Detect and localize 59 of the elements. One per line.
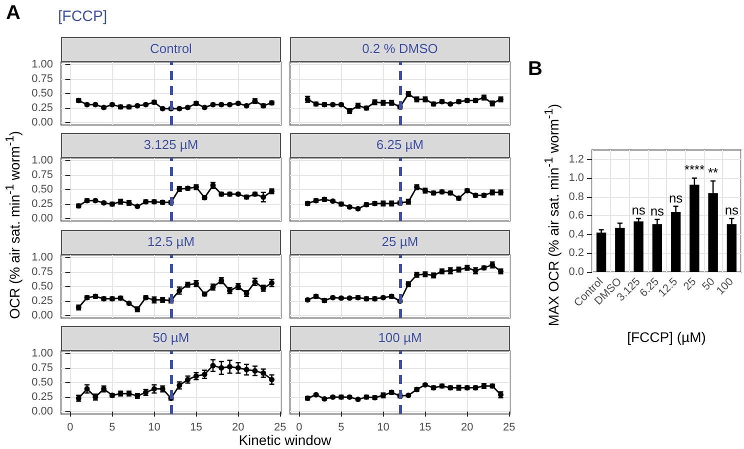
- x-tick-label: 15: [419, 422, 432, 434]
- y-tick-label: 0.0: [568, 266, 584, 278]
- x-axis-title: [FCCP] (µM): [627, 329, 706, 345]
- y-tick-label: 0.4: [568, 228, 584, 240]
- x-tick-label: 15: [190, 422, 202, 434]
- y-tick-label: 0.00: [32, 116, 53, 129]
- chart-title: 12.5 µM: [61, 230, 281, 255]
- annotation: ns: [650, 203, 665, 218]
- y-tick-label: 0.75: [32, 168, 53, 181]
- y-tick-label: 0.50: [32, 376, 53, 388]
- text: [FCCP]: [58, 8, 108, 25]
- x-tick-label: 5: [338, 422, 344, 434]
- annotation: ns: [724, 202, 740, 218]
- y-tick-label: 0.6: [568, 210, 584, 222]
- chart-title: 3.125 µM: [61, 133, 281, 158]
- x-axis-title: Kinetic window: [238, 432, 332, 448]
- x-tick-label: 20: [461, 422, 474, 434]
- annotation: ns: [668, 190, 684, 206]
- chart-title: 25 µM: [290, 230, 510, 255]
- x-tick-label: 10: [148, 422, 160, 434]
- y-tick-label: 1.0: [568, 172, 584, 184]
- chart-title: 50 µM: [61, 326, 281, 351]
- chart-title: 0.2 % DMSO: [290, 37, 510, 62]
- chart-title: 6.25 µM: [290, 133, 510, 158]
- y-tick-label: 1.00: [32, 251, 53, 264]
- y-tick-label: 0.50: [32, 280, 53, 292]
- x-tick-label: 20: [232, 422, 244, 434]
- y-tick-label: 0.00: [32, 406, 53, 418]
- text: B: [528, 58, 542, 81]
- x-tick-label: 5: [109, 422, 116, 434]
- annotation: **: [708, 164, 718, 180]
- y-tick-label: 1.2: [568, 153, 584, 166]
- y-tick-label: 0.2: [568, 247, 584, 260]
- x-tick-label: 25: [503, 422, 516, 434]
- x-tick-label: 0: [296, 422, 302, 434]
- y-tick-label: 0.25: [32, 198, 53, 210]
- y-tick-label: 0.75: [32, 266, 53, 278]
- annotation: ****: [684, 162, 705, 178]
- y-tick-label: 1.00: [32, 154, 53, 166]
- x-tick-label: 25: [274, 422, 286, 434]
- y-tick-label: 1.00: [32, 58, 53, 70]
- chart-title: Control: [61, 37, 281, 62]
- y-tick-label: 1.00: [32, 347, 53, 360]
- y-tick-label: 0.25: [32, 391, 53, 404]
- y-tick-label: 0.50: [32, 184, 53, 196]
- x-tick-label: 25: [682, 276, 699, 293]
- y-tick-label: 0.00: [32, 310, 53, 322]
- x-tick-label: 10: [377, 422, 390, 434]
- chart-title: 100 µM: [290, 326, 510, 351]
- y-tick-label: 0.50: [32, 88, 53, 100]
- y-tick-label: 0.00: [32, 212, 53, 225]
- y-tick-label: 0.75: [32, 362, 53, 374]
- y-tick-label: 0.25: [32, 102, 53, 114]
- text: A: [6, 2, 20, 25]
- y-tick-label: 0.75: [32, 72, 53, 85]
- x-tick-label: 0: [67, 422, 74, 434]
- y-tick-label: 0.25: [32, 295, 53, 308]
- y-tick-label: 0.8: [568, 190, 584, 203]
- annotation: ns: [632, 202, 646, 218]
